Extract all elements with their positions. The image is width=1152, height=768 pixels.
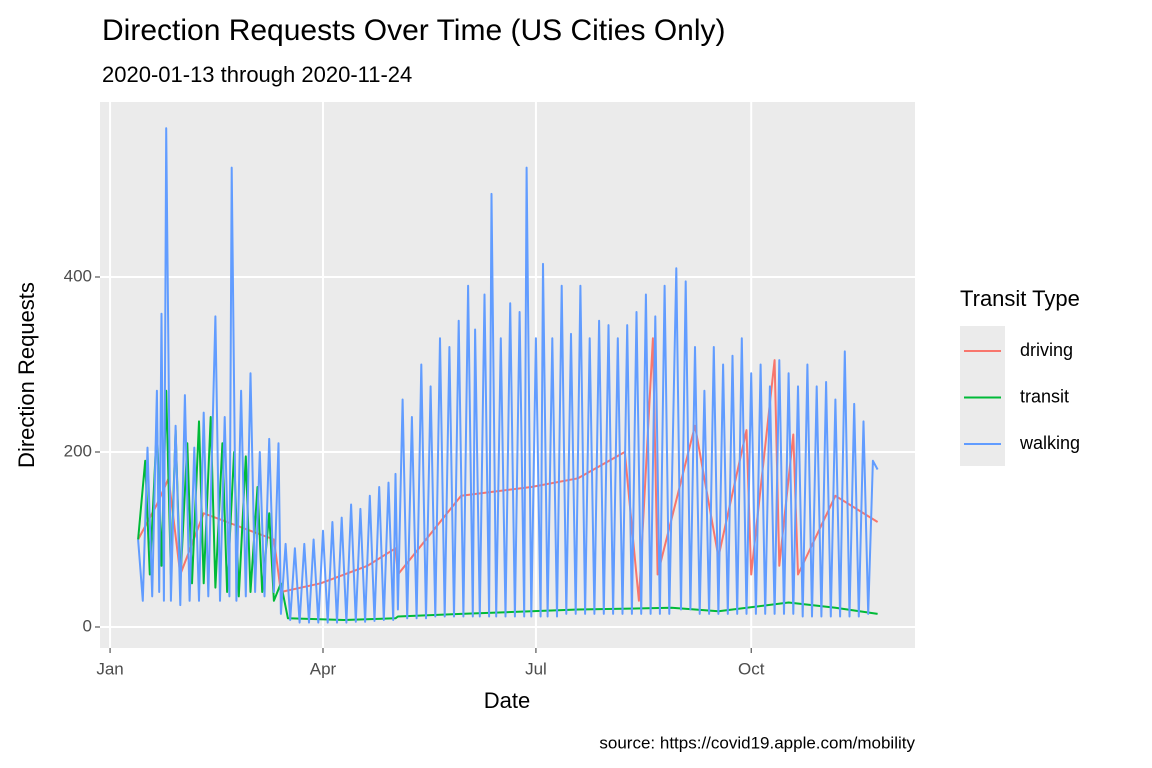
x-tick-label: Jan <box>96 659 123 678</box>
legend-label: walking <box>1019 433 1080 453</box>
legend-keys <box>960 326 1005 466</box>
x-tick-label: Oct <box>738 659 765 678</box>
legend-label: driving <box>1020 340 1073 360</box>
y-tick-label: 400 <box>64 266 92 285</box>
legend-title: Transit Type <box>960 286 1080 311</box>
caption: source: https://covid19.apple.com/mobili… <box>599 733 915 752</box>
chart-title: Direction Requests Over Time (US Cities … <box>102 14 726 47</box>
y-tick-label: 0 <box>83 616 92 635</box>
x-tick-label: Apr <box>310 659 337 678</box>
x-axis-title: Date <box>484 688 530 713</box>
series-line <box>137 127 879 624</box>
chart-subtitle: 2020-01-13 through 2020-11-24 <box>102 62 412 87</box>
legend-label: transit <box>1020 386 1069 406</box>
y-tick-label: 200 <box>64 441 92 460</box>
y-axis-title: Direction Requests <box>14 282 39 468</box>
x-tick-label: Jul <box>525 659 547 678</box>
